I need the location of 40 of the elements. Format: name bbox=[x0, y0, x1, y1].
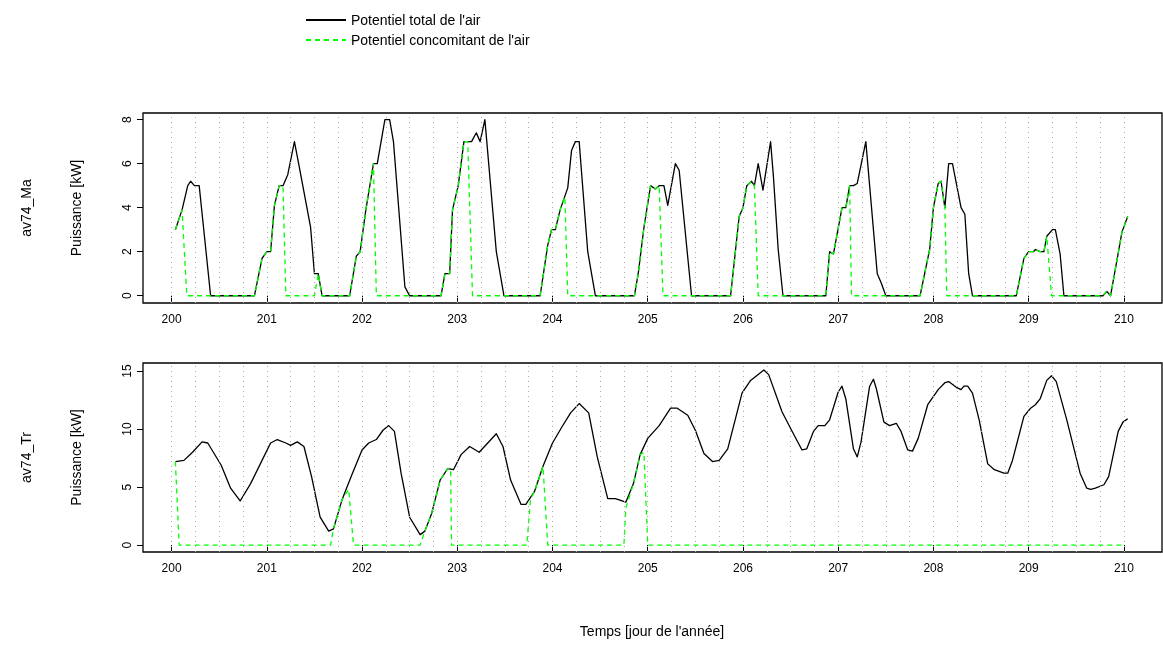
line-series bbox=[174, 369, 1129, 536]
legend-label: Potentiel concomitant de l'air bbox=[351, 32, 530, 48]
x-tick-label: 209 bbox=[1018, 312, 1039, 326]
x-tick-label: 200 bbox=[161, 561, 182, 575]
text: av74_Tr bbox=[18, 431, 34, 483]
x-axis-title: Temps [jour de l'année] bbox=[579, 623, 725, 639]
x-tick-label: 206 bbox=[732, 561, 754, 575]
y-tick-label: 2 bbox=[120, 248, 134, 256]
x-tick-label: 206 bbox=[732, 312, 754, 326]
x-tick-label: 208 bbox=[923, 561, 944, 575]
x-tick-label: 202 bbox=[352, 561, 373, 575]
y-tick-label: 5 bbox=[120, 483, 134, 491]
y-tick-label: 0 bbox=[120, 292, 134, 300]
x-tick-label: 210 bbox=[1113, 312, 1135, 326]
legend-label: Potentiel total de l'air bbox=[351, 12, 481, 28]
y-tick-label: 8 bbox=[120, 115, 134, 123]
y-tick-label: 10 bbox=[120, 422, 134, 436]
y-tick-label: 0 bbox=[120, 541, 134, 549]
y-tick-label: 4 bbox=[120, 204, 134, 212]
y-tick-label: 15 bbox=[120, 364, 134, 378]
x-tick-label: 200 bbox=[161, 312, 182, 326]
y-axis-title: Puissance [kW] bbox=[68, 409, 84, 506]
x-tick-label: 210 bbox=[1113, 561, 1135, 575]
x-tick-label: 205 bbox=[637, 312, 659, 326]
x-tick-label: 203 bbox=[447, 312, 468, 326]
x-tick-label: 203 bbox=[447, 561, 468, 575]
x-tick-label: 209 bbox=[1018, 561, 1039, 575]
x-tick-label: 201 bbox=[256, 561, 278, 575]
y-tick-label: 6 bbox=[120, 159, 134, 167]
x-tick-label: 201 bbox=[256, 312, 278, 326]
x-tick-label: 208 bbox=[923, 312, 944, 326]
x-tick-label: 207 bbox=[828, 561, 849, 575]
x-tick-label: 205 bbox=[637, 561, 659, 575]
x-tick-label: 207 bbox=[828, 312, 849, 326]
line-series bbox=[174, 451, 1123, 546]
y-axis-title: Puissance [kW] bbox=[68, 159, 84, 257]
x-tick-label: 202 bbox=[352, 312, 373, 326]
x-tick-label: 204 bbox=[542, 312, 563, 326]
text: av74_Ma bbox=[18, 178, 34, 237]
x-tick-label: 204 bbox=[542, 561, 563, 575]
